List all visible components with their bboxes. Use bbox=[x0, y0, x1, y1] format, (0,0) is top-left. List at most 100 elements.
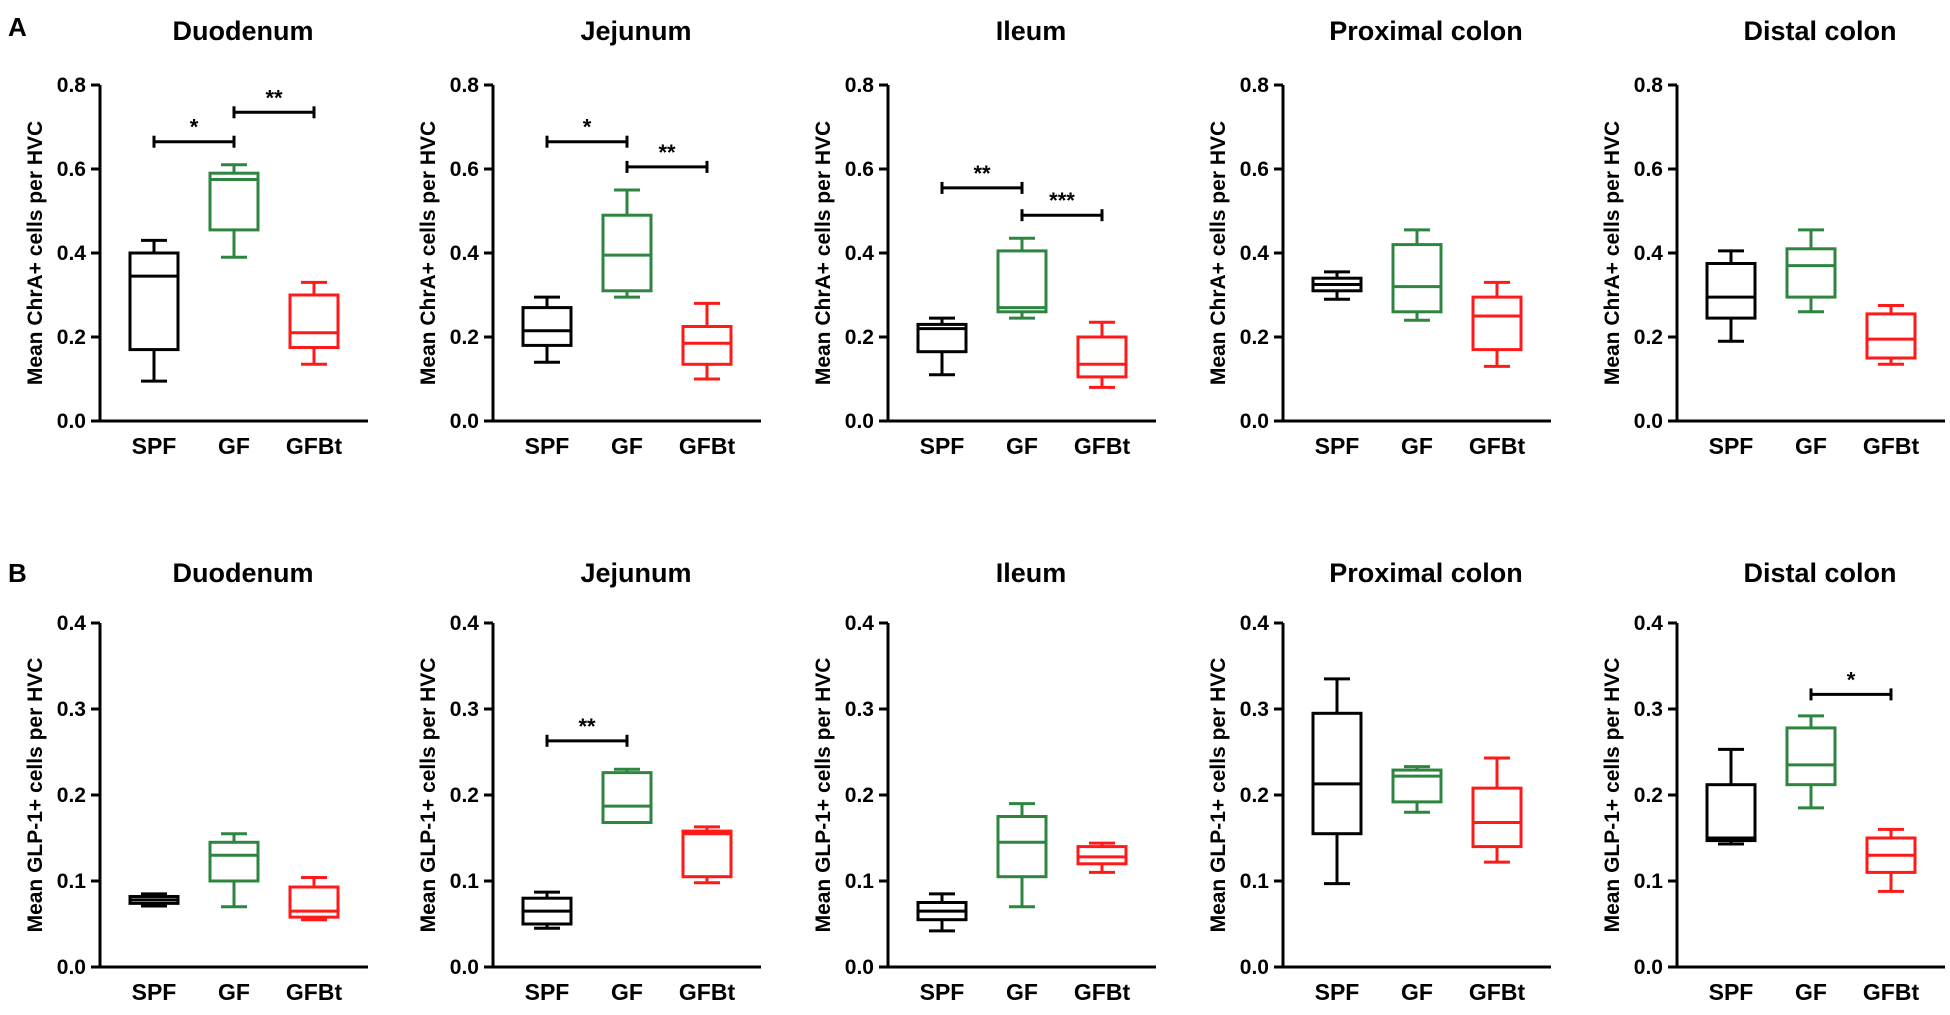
chart-a-jejunum-ytick-label: 0.8 bbox=[450, 74, 480, 97]
box-iqr bbox=[1391, 243, 1443, 314]
chart-b-distal-colon-category-gfbt: GFBt bbox=[1863, 979, 1920, 1005]
chart-a-distal-colon-ytick-label: 0.4 bbox=[1634, 242, 1664, 265]
chart-b-ileum-box-spf bbox=[916, 892, 968, 933]
chart-a-proximal-colon-ytick-label: 0.6 bbox=[1240, 158, 1269, 181]
chart-a-proximal-colon-title: Proximal colon bbox=[1329, 16, 1523, 46]
box-iqr bbox=[996, 249, 1048, 314]
box-iqr bbox=[1865, 312, 1917, 360]
box-iqr bbox=[128, 251, 180, 352]
chart-b-distal-colon-ytick-label: 0.3 bbox=[1634, 698, 1663, 721]
box-iqr bbox=[1785, 726, 1837, 787]
chart-b-proximal-colon-ytick-label: 0.2 bbox=[1240, 784, 1269, 807]
chart-a-proximal-colon-box-gf bbox=[1391, 228, 1443, 322]
chart-b-jejunum-category-gfbt: GFBt bbox=[679, 979, 736, 1005]
chart-b-ileum-ytick-label: 0.3 bbox=[845, 698, 874, 721]
chart-a-jejunum-significance: * bbox=[545, 115, 629, 148]
chart-b-duodenum-box-gfbt bbox=[288, 876, 340, 922]
box-iqr bbox=[521, 306, 573, 347]
chart-a-duodenum-box-gfbt bbox=[288, 280, 340, 366]
chart-b-jejunum-category-gf: GF bbox=[611, 979, 643, 1005]
chart-a-ileum-significance: ** bbox=[940, 161, 1024, 194]
chart-b-duodenum-ytick-label: 0.4 bbox=[57, 612, 87, 635]
chart-a-ileum-ylabel: Mean ChrA+ cells per HVC bbox=[812, 121, 835, 385]
significance-label: ** bbox=[265, 85, 283, 110]
chart-a-ileum-box-gf bbox=[996, 236, 1048, 320]
chart-b-jejunum: Jejunum Mean GLP-1+ cells per HVC 0.0 0.1 0.… bbox=[417, 558, 761, 1005]
chart-b-ileum-box-gfbt bbox=[1076, 841, 1128, 874]
chart-a-distal-colon-ytick-label: 0.0 bbox=[1634, 410, 1663, 433]
box-iqr bbox=[1705, 262, 1757, 320]
significance-label: * bbox=[190, 115, 199, 140]
chart-b-duodenum: Duodenum Mean GLP-1+ cells per HVC 0.0 0.1 0… bbox=[24, 558, 368, 1005]
chart-a-jejunum-category-gf: GF bbox=[611, 433, 643, 459]
chart-a-distal-colon-box-spf bbox=[1705, 249, 1757, 343]
chart-a-duodenum-ytick-label: 0.8 bbox=[57, 74, 87, 97]
box-iqr bbox=[681, 829, 733, 879]
chart-b-jejunum-box-gf bbox=[601, 767, 653, 825]
chart-a-jejunum-ytick-label: 0.4 bbox=[450, 242, 480, 265]
chart-a-distal-colon-ylabel: Mean ChrA+ cells per HVC bbox=[1601, 121, 1624, 385]
chart-a-duodenum-box-gf bbox=[208, 163, 260, 259]
chart-b-distal-colon-ylabel: Mean GLP-1+ cells per HVC bbox=[1601, 658, 1624, 933]
significance-label: ** bbox=[658, 140, 676, 165]
chart-b-jejunum-category-spf: SPF bbox=[525, 979, 570, 1005]
box-iqr bbox=[601, 771, 653, 825]
chart-b-jejunum-box-spf bbox=[521, 890, 573, 930]
chart-b-duodenum-box-gf bbox=[208, 832, 260, 909]
chart-a-proximal-colon-category-gfbt: GFBt bbox=[1469, 433, 1526, 459]
chart-b-duodenum-ylabel: Mean GLP-1+ cells per HVC bbox=[24, 658, 47, 933]
chart-a-distal-colon-category-spf: SPF bbox=[1709, 433, 1754, 459]
chart-a-distal-colon-ytick-label: 0.8 bbox=[1634, 74, 1664, 97]
chart-a-duodenum: Duodenum Mean ChrA+ cells per HVC 0.0 0.2 0.… bbox=[24, 16, 368, 459]
chart-a-jejunum: Jejunum Mean ChrA+ cells per HVC 0.0 0.2 0.4… bbox=[417, 16, 761, 459]
chart-a-jejunum-box-gfbt bbox=[681, 301, 733, 381]
box-iqr bbox=[1076, 845, 1128, 866]
significance-label: *** bbox=[1049, 188, 1075, 213]
box-iqr bbox=[601, 213, 653, 293]
chart-b-distal-colon-category-gf: GF bbox=[1795, 979, 1827, 1005]
chart-a-duodenum-significance: * bbox=[152, 115, 236, 148]
box-iqr bbox=[1471, 786, 1523, 849]
chart-b-duodenum-category-gfbt: GFBt bbox=[286, 979, 343, 1005]
box-iqr bbox=[1705, 783, 1757, 843]
chart-a-duodenum-category-gfbt: GFBt bbox=[286, 433, 343, 459]
chart-b-ileum-ytick-label: 0.0 bbox=[845, 956, 874, 979]
chart-a-distal-colon-category-gf: GF bbox=[1795, 433, 1827, 459]
chart-b-proximal-colon-ytick-label: 0.4 bbox=[1240, 612, 1270, 635]
box-iqr bbox=[1076, 335, 1128, 379]
box-iqr bbox=[1311, 711, 1363, 836]
chart-a-distal-colon-category-gfbt: GFBt bbox=[1863, 433, 1920, 459]
significance-label: * bbox=[1847, 667, 1856, 692]
chart-b-proximal-colon: Proximal colon Mean GLP-1+ cells per HVC 0… bbox=[1207, 558, 1551, 1005]
significance-label: ** bbox=[578, 714, 596, 739]
chart-b-distal-colon-category-spf: SPF bbox=[1709, 979, 1754, 1005]
chart-a-jejunum-category-spf: SPF bbox=[525, 433, 570, 459]
chart-b-duodenum-category-spf: SPF bbox=[132, 979, 177, 1005]
chart-a-duodenum-category-gf: GF bbox=[218, 433, 250, 459]
box-iqr bbox=[996, 815, 1048, 879]
box-iqr bbox=[288, 293, 340, 349]
box-iqr bbox=[208, 171, 260, 232]
chart-b-distal-colon-ytick-label: 0.4 bbox=[1634, 612, 1664, 635]
chart-b-ileum-category-spf: SPF bbox=[920, 979, 965, 1005]
chart-b-ileum-title: Ileum bbox=[996, 558, 1067, 588]
chart-a-jejunum-category-gfbt: GFBt bbox=[679, 433, 736, 459]
chart-b-jejunum-ytick-label: 0.2 bbox=[450, 784, 479, 807]
panel-label-b: B bbox=[8, 558, 27, 588]
chart-a-proximal-colon-box-spf bbox=[1311, 270, 1363, 301]
chart-b-duodenum-box-spf bbox=[128, 892, 180, 908]
chart-a-jejunum-box-spf bbox=[521, 295, 573, 364]
chart-a-duodenum-significance: ** bbox=[232, 85, 316, 119]
chart-a-jejunum-ytick-label: 0.6 bbox=[450, 158, 479, 181]
chart-a-proximal-colon-ytick-label: 0.4 bbox=[1240, 242, 1270, 265]
chart-b-jejunum-ytick-label: 0.1 bbox=[450, 870, 480, 893]
chart-b-distal-colon-ytick-label: 0.0 bbox=[1634, 956, 1663, 979]
chart-b-distal-colon-ytick-label: 0.2 bbox=[1634, 784, 1663, 807]
chart-b-distal-colon-box-gf bbox=[1785, 714, 1837, 810]
chart-b-duodenum-ytick-label: 0.0 bbox=[57, 956, 86, 979]
box-iqr bbox=[1471, 295, 1523, 352]
chart-a-jejunum-ytick-label: 0.2 bbox=[450, 326, 479, 349]
box-iqr bbox=[288, 885, 340, 919]
chart-a-ileum-box-spf bbox=[916, 316, 968, 377]
chart-b-proximal-colon-category-gfbt: GFBt bbox=[1469, 979, 1526, 1005]
